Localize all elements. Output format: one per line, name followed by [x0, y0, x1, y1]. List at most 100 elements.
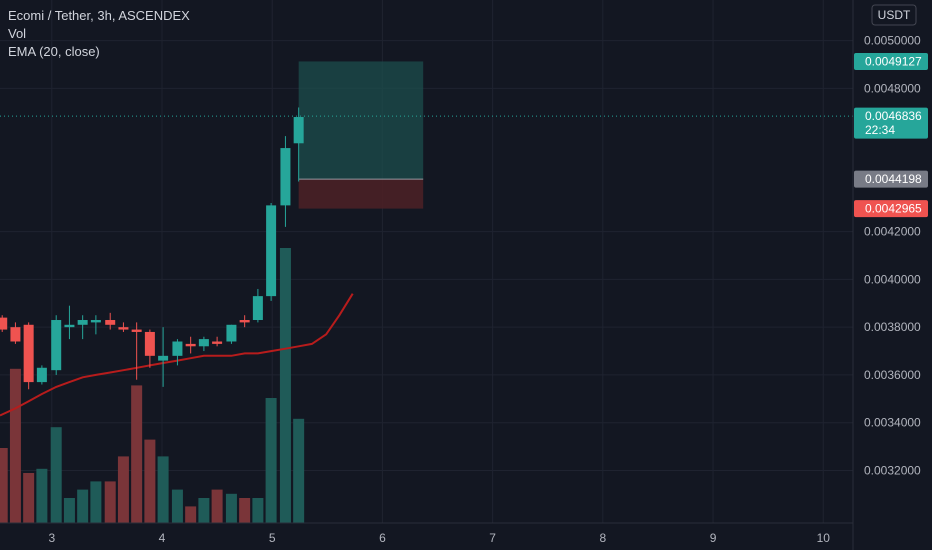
current-price-tag-countdown: 22:34 — [865, 123, 895, 137]
candle-body-9 — [118, 327, 129, 330]
current-price-tag-text: 0.0046836 — [865, 109, 922, 123]
current-price-tag-bg — [854, 107, 928, 139]
volume-bar-19 — [252, 498, 264, 523]
candle-body-6 — [77, 320, 88, 325]
y-tick-label-0: 0.0032000 — [864, 463, 921, 477]
volume-bar-22 — [293, 418, 305, 523]
candle-body-13 — [172, 341, 183, 356]
candle-12 — [158, 327, 169, 387]
candle-body-7 — [90, 320, 101, 323]
time-axis[interactable]: 3 4 5 6 7 8 9 10 — [0, 522, 853, 545]
candlestick-series — [0, 107, 304, 390]
candle-19 — [252, 288, 263, 323]
candle-13 — [172, 339, 183, 366]
candle-3 — [36, 365, 47, 385]
candle-body-16 — [212, 341, 223, 344]
volume-bar-5 — [63, 498, 75, 523]
y-tick-label-5: 0.0042000 — [864, 225, 921, 239]
y-tick-label-6: 0.0048000 — [864, 81, 921, 95]
candle-body-0 — [0, 317, 8, 330]
candle-body-10 — [131, 329, 142, 332]
target-zone — [298, 61, 424, 180]
volume-bar-17 — [225, 493, 237, 523]
volume-bar-6 — [77, 489, 89, 523]
candle-17 — [226, 324, 237, 344]
volume-bar-21 — [279, 248, 291, 523]
entry-price-tag-bg — [854, 170, 928, 188]
ema-indicator-label[interactable]: EMA (20, close) — [8, 44, 100, 59]
candle-body-22 — [293, 117, 304, 144]
entry-price-tag-text: 0.0044198 — [865, 172, 922, 186]
chart-legend: Ecomi / Tether, 3h, ASCENDEX Vol EMA (20… — [8, 7, 190, 61]
x-tick-label-4: 7 — [489, 531, 496, 545]
candle-14 — [185, 336, 196, 354]
stop-price-tag: 0.0042965 — [854, 200, 928, 218]
candle-body-3 — [36, 367, 47, 383]
candle-body-14 — [185, 343, 196, 347]
candle-body-21 — [280, 148, 291, 206]
volume-bar-4 — [50, 427, 62, 523]
symbol-title[interactable]: Ecomi / Tether, 3h, ASCENDEX — [8, 8, 190, 23]
volume-bar-18 — [239, 498, 251, 523]
y-tick-label-4: 0.0040000 — [864, 272, 921, 286]
candle-6 — [77, 315, 88, 340]
x-tick-label-1: 4 — [159, 531, 166, 545]
stop-price-tag-bg — [854, 200, 928, 218]
stop-zone — [298, 179, 424, 209]
x-tick-label-6: 9 — [710, 531, 717, 545]
candle-body-8 — [105, 320, 116, 325]
volume-bar-3 — [36, 468, 48, 523]
candle-8 — [105, 312, 116, 330]
volume-bar-16 — [211, 489, 223, 523]
volume-bar-2 — [23, 473, 35, 523]
candle-body-12 — [158, 355, 169, 361]
x-tick-label-5: 8 — [599, 531, 606, 545]
candle-9 — [118, 322, 129, 332]
volume-bar-20 — [265, 398, 277, 523]
y-tick-label-7: 0.0050000 — [864, 34, 921, 48]
volume-bar-12 — [157, 456, 169, 523]
candle-body-4 — [51, 320, 62, 371]
candle-11 — [144, 329, 155, 368]
candle-0 — [0, 315, 8, 332]
target-price-tag-bg — [854, 52, 928, 70]
y-tick-label-3: 0.0038000 — [864, 320, 921, 334]
currency-button[interactable]: USDT — [871, 4, 917, 26]
candle-1 — [10, 322, 21, 344]
entry-price-tag: 0.0044198 — [854, 170, 928, 188]
candle-15 — [198, 336, 209, 352]
volume-bar-10 — [131, 385, 143, 523]
candle-body-11 — [144, 331, 155, 356]
volume-bars — [0, 248, 305, 523]
x-tick-label-0: 3 — [48, 531, 55, 545]
currency-label: USDT — [878, 8, 911, 22]
candle-4 — [51, 315, 62, 375]
candle-body-18 — [239, 320, 250, 323]
volume-bar-1 — [9, 368, 21, 523]
x-tick-label-7: 10 — [817, 531, 831, 545]
candle-22 — [293, 107, 304, 182]
candle-20 — [266, 202, 277, 301]
x-tick-label-2: 5 — [269, 531, 276, 545]
y-tick-label-2: 0.0036000 — [864, 368, 921, 382]
target-price-tag-text: 0.0049127 — [865, 54, 922, 68]
volume-bar-0 — [0, 448, 8, 523]
candle-16 — [212, 336, 223, 347]
price-axis[interactable]: 0.0032000 0.0034000 0.0036000 0.0038000 0.00… — [852, 0, 921, 550]
candle-body-15 — [198, 339, 209, 347]
volume-bar-9 — [117, 456, 129, 523]
volume-bar-14 — [185, 506, 197, 523]
volume-indicator-label[interactable]: Vol — [8, 26, 27, 41]
candle-18 — [239, 315, 250, 328]
y-tick-label-1: 0.0034000 — [864, 416, 921, 430]
target-price-tag: 0.0049127 — [854, 52, 928, 70]
volume-bar-13 — [171, 489, 183, 523]
volume-bar-8 — [104, 481, 116, 523]
candle-5 — [64, 305, 75, 340]
long-position-tool[interactable] — [298, 61, 424, 209]
stop-price-tag-text: 0.0042965 — [865, 202, 922, 216]
x-tick-label-3: 6 — [379, 531, 386, 545]
